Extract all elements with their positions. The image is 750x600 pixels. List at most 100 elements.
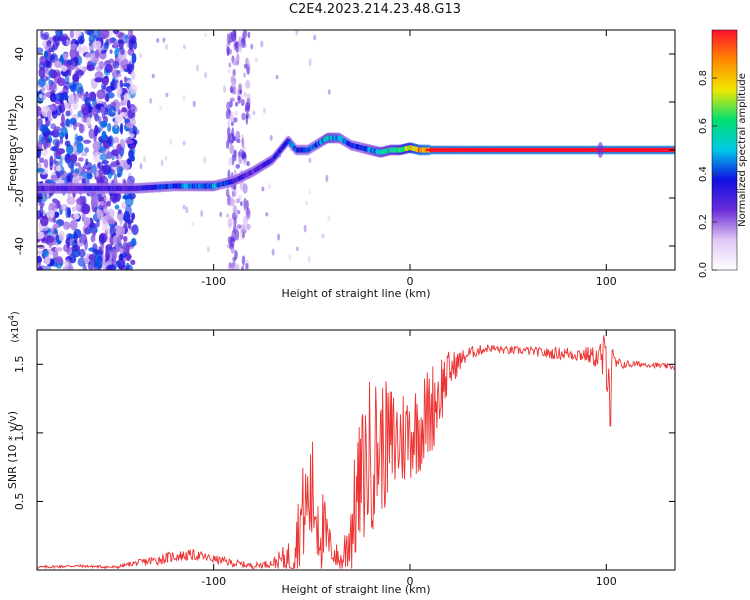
noise-speckle bbox=[261, 186, 265, 192]
noise-speckle bbox=[74, 162, 81, 167]
noise-speckle bbox=[41, 226, 49, 232]
noise-speckle bbox=[117, 208, 122, 215]
noise-speckle bbox=[127, 264, 133, 270]
noise-speckle bbox=[84, 52, 94, 61]
noise-speckle bbox=[265, 212, 269, 217]
noise-speckle bbox=[96, 209, 104, 220]
y-tick-label: 1.0 bbox=[13, 424, 26, 442]
snr-plot-area bbox=[37, 335, 675, 570]
noise-speckle bbox=[160, 159, 164, 167]
noise-speckle bbox=[92, 151, 101, 163]
noise-speckle bbox=[103, 196, 108, 201]
noise-speckle bbox=[226, 45, 230, 57]
noise-speckle bbox=[98, 60, 105, 70]
noise-speckle bbox=[62, 265, 72, 270]
noise-speckle bbox=[164, 43, 168, 51]
noise-speckle bbox=[271, 248, 275, 256]
noise-speckle bbox=[229, 236, 235, 248]
noise-speckle bbox=[295, 30, 299, 36]
noise-speckle bbox=[102, 206, 109, 214]
noise-speckle bbox=[182, 204, 186, 210]
noise-speckle bbox=[120, 111, 126, 117]
noise-speckle bbox=[71, 175, 81, 185]
noise-speckle bbox=[227, 217, 233, 228]
noise-speckle bbox=[307, 255, 311, 264]
noise-speckle bbox=[38, 67, 46, 79]
noise-speckle bbox=[236, 198, 240, 204]
noise-speckle bbox=[94, 124, 99, 137]
noise-speckle bbox=[61, 65, 68, 72]
noise-speckle bbox=[246, 160, 250, 167]
noise-speckle bbox=[182, 140, 186, 146]
noise-speckle bbox=[120, 58, 129, 70]
noise-speckle bbox=[54, 93, 64, 101]
noise-speckle bbox=[72, 143, 78, 154]
noise-speckle bbox=[39, 157, 45, 164]
noise-speckle bbox=[52, 35, 60, 43]
noise-speckle bbox=[123, 92, 131, 100]
colorbar bbox=[711, 29, 738, 271]
noise-speckle bbox=[72, 102, 79, 111]
noise-speckle bbox=[77, 35, 85, 45]
noise-speckle bbox=[99, 200, 105, 207]
noise-speckle bbox=[81, 203, 91, 215]
noise-speckle bbox=[94, 71, 104, 80]
noise-speckle bbox=[245, 79, 251, 89]
noise-speckle bbox=[236, 53, 240, 65]
noise-speckle bbox=[115, 103, 120, 113]
noise-speckle bbox=[241, 112, 246, 121]
noise-speckle bbox=[105, 249, 111, 261]
noise-speckle bbox=[88, 128, 95, 139]
noise-speckle bbox=[76, 135, 84, 142]
noise-speckle bbox=[99, 120, 108, 128]
noise-speckle bbox=[112, 124, 120, 135]
noise-speckle bbox=[233, 155, 237, 161]
noise-speckle bbox=[45, 68, 49, 76]
noise-speckle bbox=[237, 40, 243, 53]
spectrogram-noise-speckles bbox=[37, 30, 331, 270]
noise-speckle bbox=[232, 68, 236, 77]
y-tick-label: -40 bbox=[13, 237, 26, 255]
noise-speckle bbox=[115, 260, 120, 267]
noise-speckle bbox=[74, 168, 80, 174]
noise-speckle bbox=[128, 192, 136, 200]
noise-speckle bbox=[169, 138, 173, 146]
noise-speckle bbox=[53, 60, 63, 69]
noise-speckle bbox=[231, 75, 234, 85]
noise-speckle bbox=[69, 219, 78, 231]
noise-speckle bbox=[39, 206, 44, 218]
noise-speckle bbox=[116, 143, 122, 155]
noise-speckle bbox=[40, 33, 49, 40]
noise-speckle bbox=[76, 142, 84, 154]
noise-speckle bbox=[243, 30, 246, 35]
noise-speckle bbox=[92, 140, 101, 152]
noise-speckle bbox=[50, 226, 55, 234]
noise-speckle bbox=[39, 55, 47, 66]
noise-speckle bbox=[106, 92, 115, 99]
noise-speckle bbox=[104, 64, 113, 73]
noise-speckle bbox=[130, 259, 136, 265]
noise-speckle bbox=[240, 201, 243, 207]
noise-speckle bbox=[130, 70, 136, 81]
noise-speckle bbox=[52, 216, 57, 224]
noise-speckle bbox=[37, 168, 45, 173]
noise-speckle bbox=[117, 165, 123, 176]
noise-speckle bbox=[223, 85, 227, 94]
noise-speckle bbox=[233, 85, 237, 95]
noise-speckle bbox=[268, 182, 272, 190]
noise-speckle bbox=[73, 213, 80, 220]
noise-speckle bbox=[77, 242, 85, 247]
noise-speckle bbox=[243, 91, 247, 98]
noise-speckle bbox=[244, 205, 247, 213]
noise-speckle bbox=[98, 234, 105, 245]
noise-speckle bbox=[53, 211, 60, 218]
noise-speckle bbox=[93, 40, 102, 50]
noise-speckle bbox=[93, 258, 103, 269]
noise-speckle bbox=[62, 221, 71, 231]
noise-speckle bbox=[72, 73, 80, 83]
noise-speckle bbox=[200, 209, 204, 218]
noise-speckle bbox=[66, 174, 71, 183]
noise-speckle bbox=[109, 225, 116, 237]
noise-speckle bbox=[48, 210, 55, 218]
noise-speckle bbox=[39, 215, 49, 227]
